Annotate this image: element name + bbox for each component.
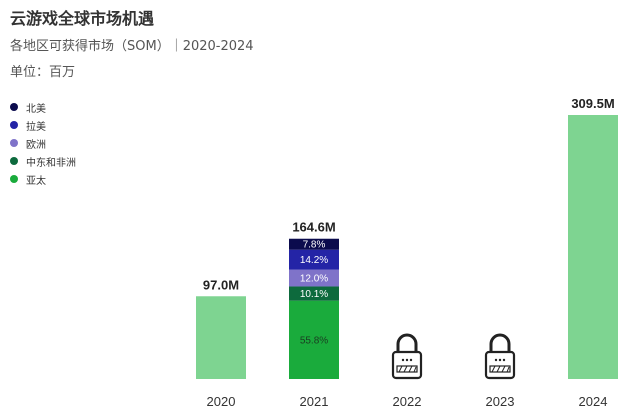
- legend-label: 欧洲: [26, 139, 46, 151]
- legend-dot-icon: [10, 139, 18, 147]
- x-tick-label: 2024: [579, 394, 608, 409]
- segment-share-label: 14.2%: [300, 255, 328, 266]
- legend-item-apac: 亚太: [10, 170, 76, 188]
- legend: 北美 拉美 欧洲 中东和非洲 亚太: [10, 98, 76, 188]
- segment-share-label: 12.0%: [300, 274, 328, 285]
- legend-label: 拉美: [26, 121, 46, 133]
- stacked-segment-亚太: [289, 300, 339, 379]
- stacked-segment-北美: [289, 238, 339, 250]
- lock-icon: [484, 333, 516, 380]
- stacked-segment-中东和非洲: [289, 286, 339, 301]
- total-value-label: 97.0M: [203, 277, 239, 292]
- lock-icon: [391, 333, 423, 380]
- segment-share-label: 10.1%: [300, 289, 328, 300]
- unit-label: 单位：百万: [10, 65, 76, 80]
- chart-subtitle: 各地区可获得市场（SOM）｜2020-2024: [10, 39, 254, 54]
- x-tick-label: 2023: [486, 394, 515, 409]
- segment-share-label: 7.8%: [303, 240, 326, 251]
- x-tick-label: 2022: [393, 394, 422, 409]
- total-value-label: 309.5M: [571, 96, 614, 111]
- x-tick-label: 2021: [300, 394, 329, 409]
- bar-2024: [568, 115, 618, 379]
- legend-label: 中东和非洲: [26, 157, 76, 169]
- chart-title: 云游戏全球市场机遇: [10, 9, 155, 28]
- legend-label: 亚太: [26, 175, 46, 187]
- legend-item-north-america: 北美: [10, 98, 76, 116]
- stacked-segment-欧洲: [289, 269, 339, 287]
- bar-2020: [196, 296, 246, 379]
- segment-share-label: 55.8%: [300, 335, 328, 346]
- total-value-label: 164.6M: [292, 220, 335, 235]
- legend-item-mea: 中东和非洲: [10, 152, 76, 170]
- legend-dot-icon: [10, 121, 18, 129]
- legend-item-europe: 欧洲: [10, 134, 76, 152]
- legend-dot-icon: [10, 103, 18, 111]
- stacked-segment-拉美: [289, 249, 339, 270]
- legend-item-latin-america: 拉美: [10, 116, 76, 134]
- legend-dot-icon: [10, 157, 18, 165]
- legend-dot-icon: [10, 175, 18, 183]
- x-tick-label: 2020: [207, 394, 236, 409]
- legend-label: 北美: [26, 103, 46, 115]
